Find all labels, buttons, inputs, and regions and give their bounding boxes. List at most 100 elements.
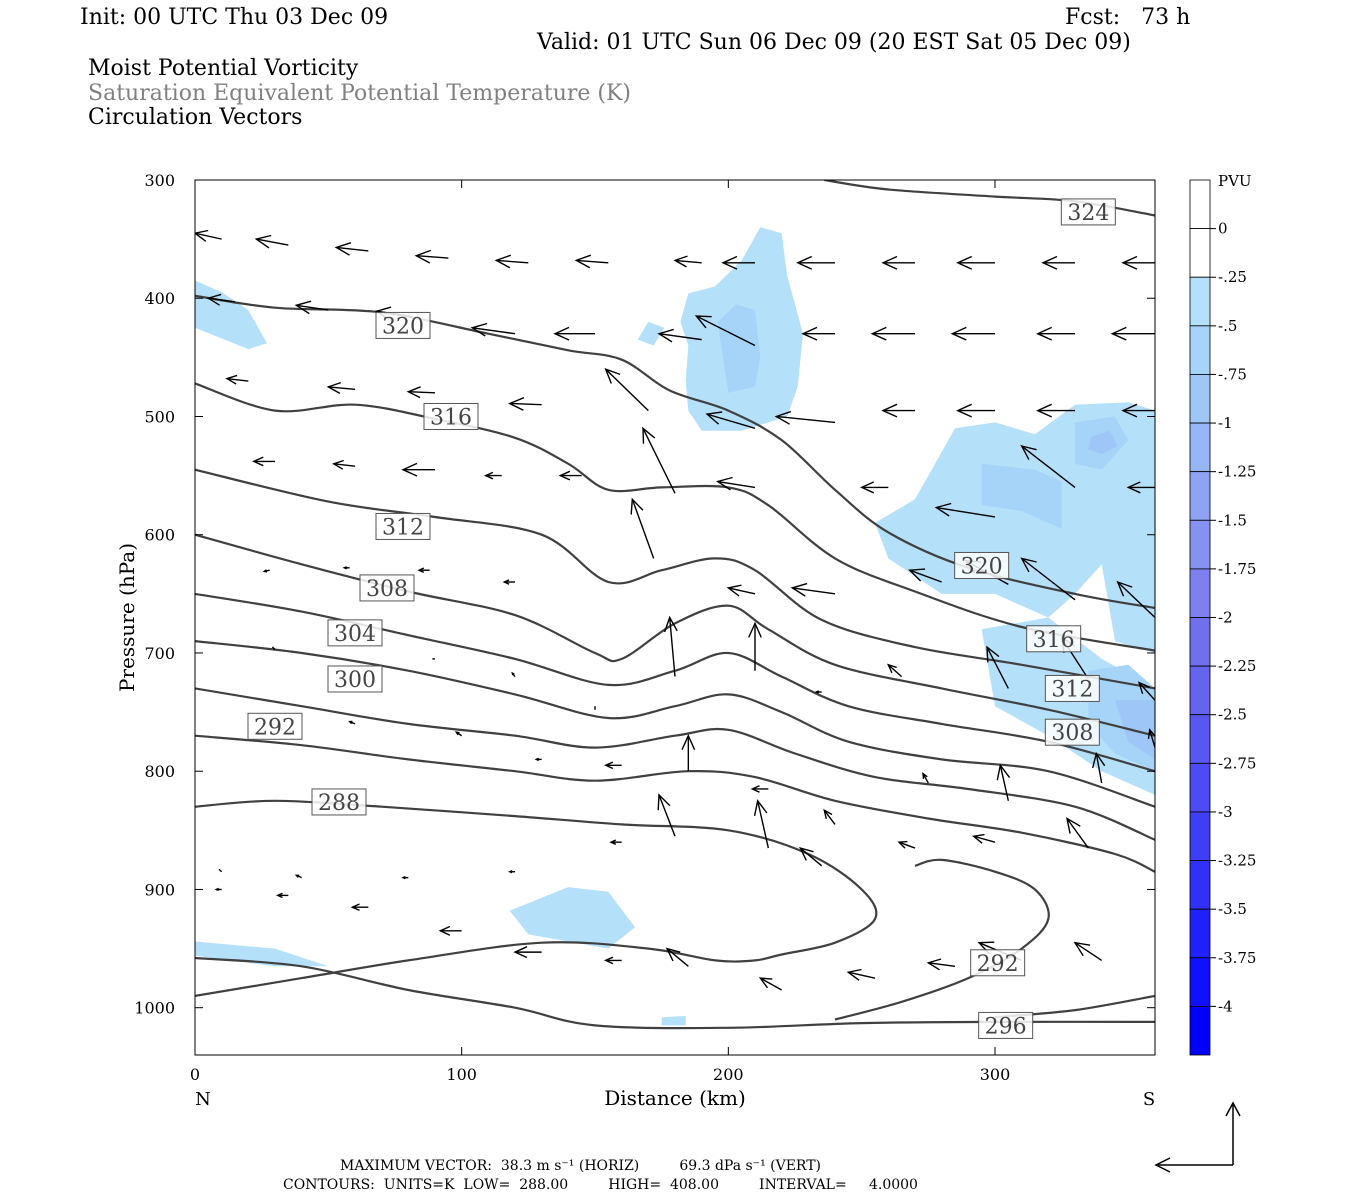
contour-label-text: 312 bbox=[1051, 677, 1093, 702]
vector-89 bbox=[972, 833, 996, 844]
vector-63 bbox=[748, 621, 762, 671]
vector-8 bbox=[795, 255, 835, 270]
vector-head bbox=[630, 497, 644, 515]
contour-label-text: 292 bbox=[254, 715, 296, 740]
vector-shaft bbox=[728, 587, 756, 595]
vector-shaft bbox=[928, 962, 956, 968]
contour-label-296: 296 bbox=[978, 1011, 1034, 1039]
vector-head bbox=[881, 255, 898, 270]
contour-label-288: 288 bbox=[311, 788, 367, 816]
vector-head bbox=[342, 566, 347, 570]
vector-head bbox=[823, 808, 833, 819]
colorbar-level-label: -.5 bbox=[1218, 317, 1237, 335]
vector-head bbox=[1116, 580, 1133, 597]
vector-13 bbox=[206, 293, 236, 306]
vector-head bbox=[348, 720, 353, 725]
vector-head bbox=[972, 833, 985, 844]
contour-label-box bbox=[423, 402, 479, 430]
vector-36 bbox=[251, 456, 275, 467]
vector-shaft bbox=[1095, 753, 1103, 784]
vector-shaft bbox=[922, 773, 929, 784]
vector-head bbox=[801, 326, 818, 341]
y-tick-label: 500 bbox=[144, 407, 175, 426]
vector-48 bbox=[342, 566, 350, 570]
vector-26 bbox=[326, 381, 356, 395]
vector-41 bbox=[642, 426, 676, 494]
vector-head bbox=[1147, 728, 1155, 739]
vector-head bbox=[922, 772, 928, 779]
contour-label-box bbox=[1060, 198, 1116, 226]
colorbar-level-label: -2.25 bbox=[1218, 657, 1256, 675]
vector-head bbox=[1020, 444, 1037, 460]
contour-label-320: 320 bbox=[375, 311, 431, 339]
vector-shaft bbox=[658, 333, 702, 341]
vector-head bbox=[406, 386, 421, 399]
vector-head bbox=[1035, 403, 1052, 418]
vector-shaft bbox=[658, 794, 676, 837]
vector-73 bbox=[681, 733, 696, 772]
vector-head bbox=[859, 481, 874, 494]
contour-label-308: 308 bbox=[359, 574, 415, 602]
contour-label-text: 320 bbox=[961, 554, 1003, 579]
y-tick-label: 300 bbox=[144, 171, 175, 190]
mpv-region-5 bbox=[981, 463, 1062, 529]
vector-head bbox=[798, 847, 814, 861]
vector-head bbox=[604, 368, 621, 384]
contour-label-box bbox=[327, 665, 383, 693]
colorbar-segment bbox=[1189, 762, 1211, 813]
vector-shaft bbox=[296, 304, 329, 311]
colorbar-segment bbox=[1189, 860, 1211, 910]
vector-30 bbox=[705, 411, 756, 429]
vector-head bbox=[870, 326, 887, 341]
contour-300-10 bbox=[195, 640, 1155, 808]
contour-label-text: 320 bbox=[382, 314, 424, 339]
vector-head bbox=[511, 671, 515, 676]
y-tick-label: 1000 bbox=[134, 999, 175, 1018]
vector-shaft bbox=[576, 259, 609, 264]
vector-11 bbox=[1041, 255, 1075, 270]
vector-53 bbox=[790, 582, 836, 597]
vector-69 bbox=[348, 720, 356, 725]
vector-87 bbox=[798, 847, 823, 867]
contour-label-text: 296 bbox=[985, 1014, 1027, 1039]
colorbar-segment bbox=[1189, 471, 1211, 521]
contour-label-text: 292 bbox=[977, 952, 1019, 977]
vector-head bbox=[470, 322, 488, 337]
vector-head bbox=[926, 958, 942, 971]
vector-head bbox=[881, 403, 898, 418]
contour-labels: 324 320 320 316 316 312 312 308 308 304 300 292 288 2… bbox=[247, 198, 1116, 1039]
vector-1 bbox=[254, 234, 289, 249]
field-title-theta-es: Saturation Equivalent Potential Temperat… bbox=[88, 81, 631, 106]
vector-head bbox=[513, 946, 528, 959]
contour-label-box bbox=[359, 574, 415, 602]
init-time: Init: 00 UTC Thu 03 Dec 09 bbox=[80, 5, 389, 30]
vector-head bbox=[262, 569, 268, 573]
contour-296-11 bbox=[195, 687, 1155, 841]
vector-50 bbox=[502, 579, 515, 585]
forecast-hour: Fcst: 73 h bbox=[1065, 5, 1191, 30]
valid-time: Valid: 01 UTC Sun 06 Dec 09 (20 EST Sat … bbox=[537, 30, 1131, 55]
vector-23 bbox=[1035, 326, 1075, 341]
vector-head bbox=[726, 584, 742, 597]
colorbar-segment bbox=[1189, 276, 1211, 327]
contour-label-316: 316 bbox=[423, 402, 479, 430]
vector-shaft bbox=[1066, 818, 1089, 849]
vector-12 bbox=[1121, 255, 1155, 270]
vector-79 bbox=[1147, 728, 1155, 748]
contour-label-text: 304 bbox=[334, 622, 376, 647]
x-tick-label: 200 bbox=[713, 1065, 744, 1084]
vector-81 bbox=[294, 874, 302, 879]
vector-45 bbox=[1020, 444, 1076, 488]
vector-head bbox=[996, 763, 1011, 781]
colorbar-level-label: -3.75 bbox=[1218, 949, 1256, 967]
vector-shaft bbox=[696, 315, 756, 347]
vector-head bbox=[934, 502, 952, 517]
vector-head bbox=[603, 761, 614, 770]
vector-shaft bbox=[509, 402, 542, 406]
vector-head bbox=[774, 410, 792, 425]
colorbar-segment bbox=[1189, 374, 1211, 424]
vector-head bbox=[1073, 941, 1091, 957]
x-tick-label: 0 bbox=[190, 1065, 200, 1084]
vector-shaft bbox=[936, 506, 996, 518]
contour-292-14 bbox=[834, 858, 1050, 1021]
